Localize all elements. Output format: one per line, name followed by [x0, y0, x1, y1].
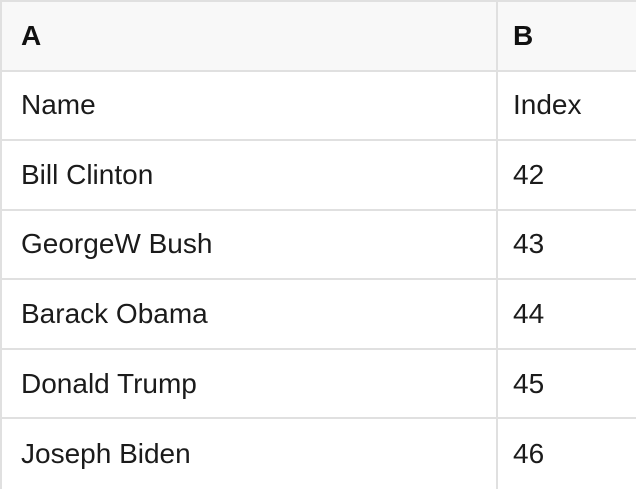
column-header-b[interactable]: B: [498, 2, 636, 72]
cell-a5[interactable]: Donald Trump: [2, 349, 498, 420]
cell-a1[interactable]: Name: [2, 71, 498, 142]
cell-b2[interactable]: 42: [498, 141, 636, 211]
cell-b5[interactable]: 45: [498, 349, 636, 420]
cell-b6[interactable]: 46: [498, 419, 636, 489]
cell-a4[interactable]: Barack Obama: [2, 280, 498, 350]
cell-a3[interactable]: GeorgeW Bush: [2, 210, 498, 281]
column-header-a[interactable]: A: [2, 2, 498, 72]
cell-b4[interactable]: 44: [498, 280, 636, 350]
cell-b3[interactable]: 43: [498, 210, 636, 281]
cell-a2[interactable]: Bill Clinton: [2, 141, 498, 211]
cell-a6[interactable]: Joseph Biden: [2, 419, 498, 489]
cell-b1[interactable]: Index: [498, 71, 636, 142]
